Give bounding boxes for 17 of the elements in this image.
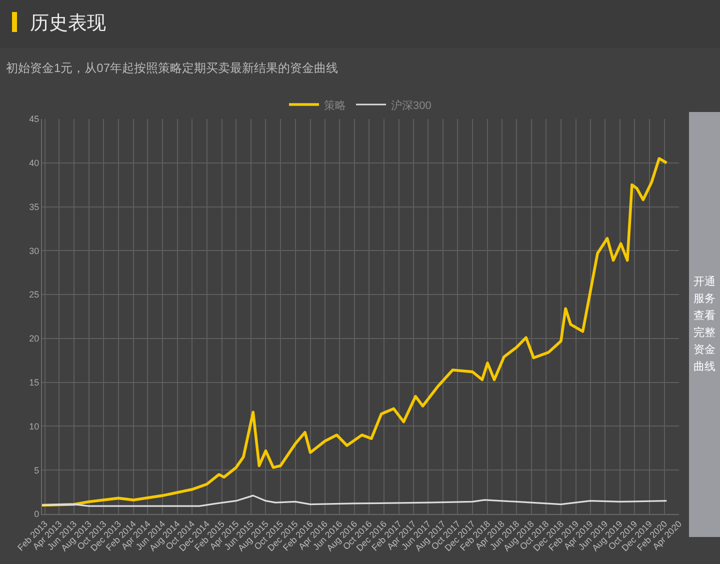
y-tick-label: 0: [34, 509, 40, 520]
y-tick-label: 20: [29, 334, 40, 344]
legend-label: 策略: [324, 100, 346, 112]
y-tick-label: 45: [29, 114, 40, 124]
text: 开通服务查看完整资金曲线: [689, 112, 720, 537]
chart-title: 历史表现: [30, 12, 106, 36]
chart-subtitle: 初始资金1元，从07年起按照策略定期买卖最新结果的资金曲线: [6, 60, 338, 77]
y-tick-label: 15: [29, 377, 40, 388]
y-tick-label: 35: [29, 202, 40, 212]
y-tick-label: 30: [29, 246, 40, 256]
line-series: [42, 494, 668, 507]
legend-label: 沪深300: [391, 98, 432, 112]
y-tick-label: 5: [34, 465, 40, 476]
y-tick-label: 10: [29, 421, 40, 432]
y-tick-label: 40: [29, 158, 40, 168]
line-series: [42, 157, 668, 507]
y-tick-label: 25: [29, 290, 40, 300]
